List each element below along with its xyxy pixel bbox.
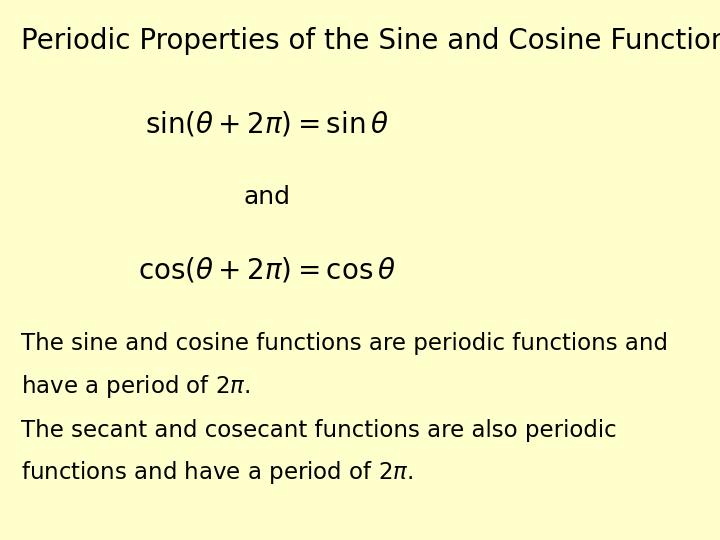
Text: $\sin(\theta + 2\pi) = \sin\theta$: $\sin(\theta + 2\pi) = \sin\theta$ xyxy=(145,110,389,139)
Text: $\cos(\theta + 2\pi) = \cos\theta$: $\cos(\theta + 2\pi) = \cos\theta$ xyxy=(138,255,395,285)
Text: and: and xyxy=(243,185,290,209)
Text: The secant and cosecant functions are also periodic: The secant and cosecant functions are al… xyxy=(22,418,617,442)
Text: Periodic Properties of the Sine and Cosine Functions: Periodic Properties of the Sine and Cosi… xyxy=(22,27,720,55)
Text: The sine and cosine functions are periodic functions and: The sine and cosine functions are period… xyxy=(22,332,668,355)
Text: functions and have a period of $2\pi$.: functions and have a period of $2\pi$. xyxy=(22,459,413,486)
Text: have a period of $2\pi$.: have a period of $2\pi$. xyxy=(22,373,251,400)
